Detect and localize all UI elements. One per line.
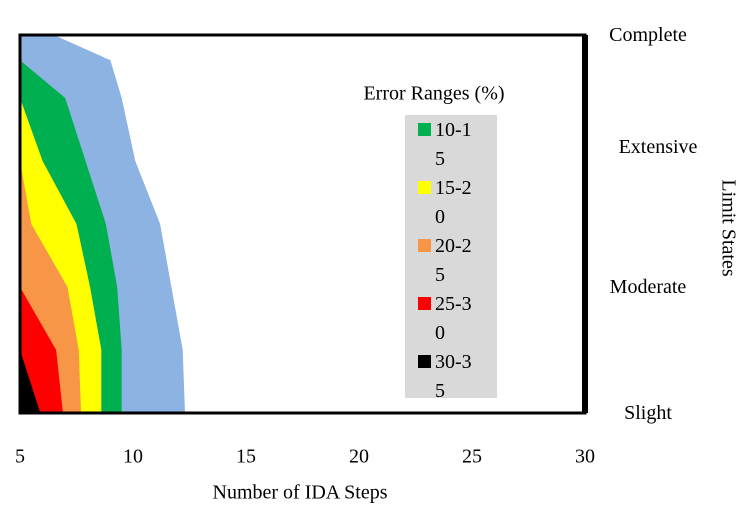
legend-box	[405, 115, 497, 398]
legend-swatch	[418, 239, 431, 252]
legend-swatch	[418, 123, 431, 136]
contour-band	[20, 35, 41, 413]
legend-label: 15-20	[435, 177, 472, 228]
y-category-label: Slight	[624, 402, 672, 424]
y-axis-title: Limit States	[717, 179, 739, 276]
legend-entry: 15-20	[418, 174, 473, 232]
x-tick-label: 10	[123, 446, 143, 468]
legend-swatch	[418, 181, 431, 194]
legend-label: 30-35	[435, 351, 472, 402]
legend-entry: 20-25	[418, 232, 473, 290]
x-tick-label: 25	[462, 446, 482, 468]
contour-band	[20, 35, 63, 413]
x-tick-label: 30	[575, 446, 595, 468]
legend-swatch	[418, 355, 431, 368]
y-category-label: Extensive	[618, 136, 698, 158]
x-tick-label: 20	[349, 446, 369, 468]
legend-entry: 30-35	[418, 348, 473, 406]
x-tick-label: 5	[15, 446, 25, 468]
y-category-label: Complete	[609, 24, 687, 46]
legend-entry: 10-15	[418, 116, 473, 174]
y-category-label: Moderate	[609, 276, 687, 298]
legend-label: 20-25	[435, 235, 472, 286]
x-tick-label: 15	[236, 446, 256, 468]
x-axis-title: Number of IDA Steps	[213, 482, 388, 504]
legend-label: 25-30	[435, 293, 472, 344]
legend-title: Error Ranges (%)	[363, 83, 504, 105]
legend-entry: 25-30	[418, 290, 473, 348]
legend-label: 10-15	[435, 119, 472, 170]
legend-swatch	[418, 297, 431, 310]
